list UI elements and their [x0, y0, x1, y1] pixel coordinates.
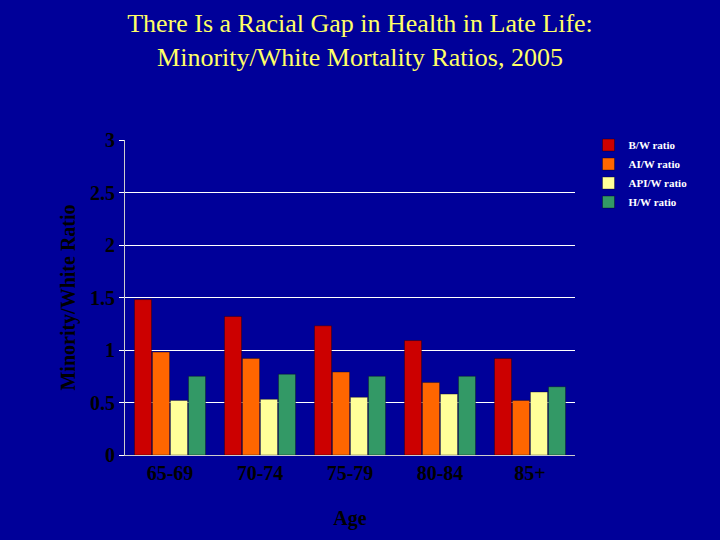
svg-text:H/W ratio: H/W ratio	[629, 196, 677, 208]
svg-text:2: 2	[105, 234, 115, 256]
svg-text:AI/W ratio: AI/W ratio	[629, 158, 681, 170]
svg-text:API/W ratio: API/W ratio	[629, 177, 688, 189]
svg-text:1.5: 1.5	[90, 287, 115, 309]
svg-text:0: 0	[105, 444, 115, 466]
svg-text:There Is a Racial Gap in Healt: There Is a Racial Gap in Health in Late …	[127, 9, 593, 72]
svg-text:Age: Age	[333, 507, 366, 530]
svg-text:0.5: 0.5	[90, 392, 115, 414]
svg-text:1: 1	[105, 339, 115, 361]
svg-text:2.5: 2.5	[90, 182, 115, 204]
svg-text:80-84: 80-84	[417, 462, 464, 484]
svg-text:3: 3	[105, 129, 115, 151]
svg-text:75-79: 75-79	[327, 462, 374, 484]
svg-text:Minority/White Ratio: Minority/White Ratio	[57, 204, 80, 390]
svg-text:65-69: 65-69	[147, 462, 194, 484]
svg-text:B/W ratio: B/W ratio	[629, 139, 676, 151]
svg-text:85+: 85+	[514, 462, 545, 484]
svg-text:70-74: 70-74	[237, 462, 284, 484]
